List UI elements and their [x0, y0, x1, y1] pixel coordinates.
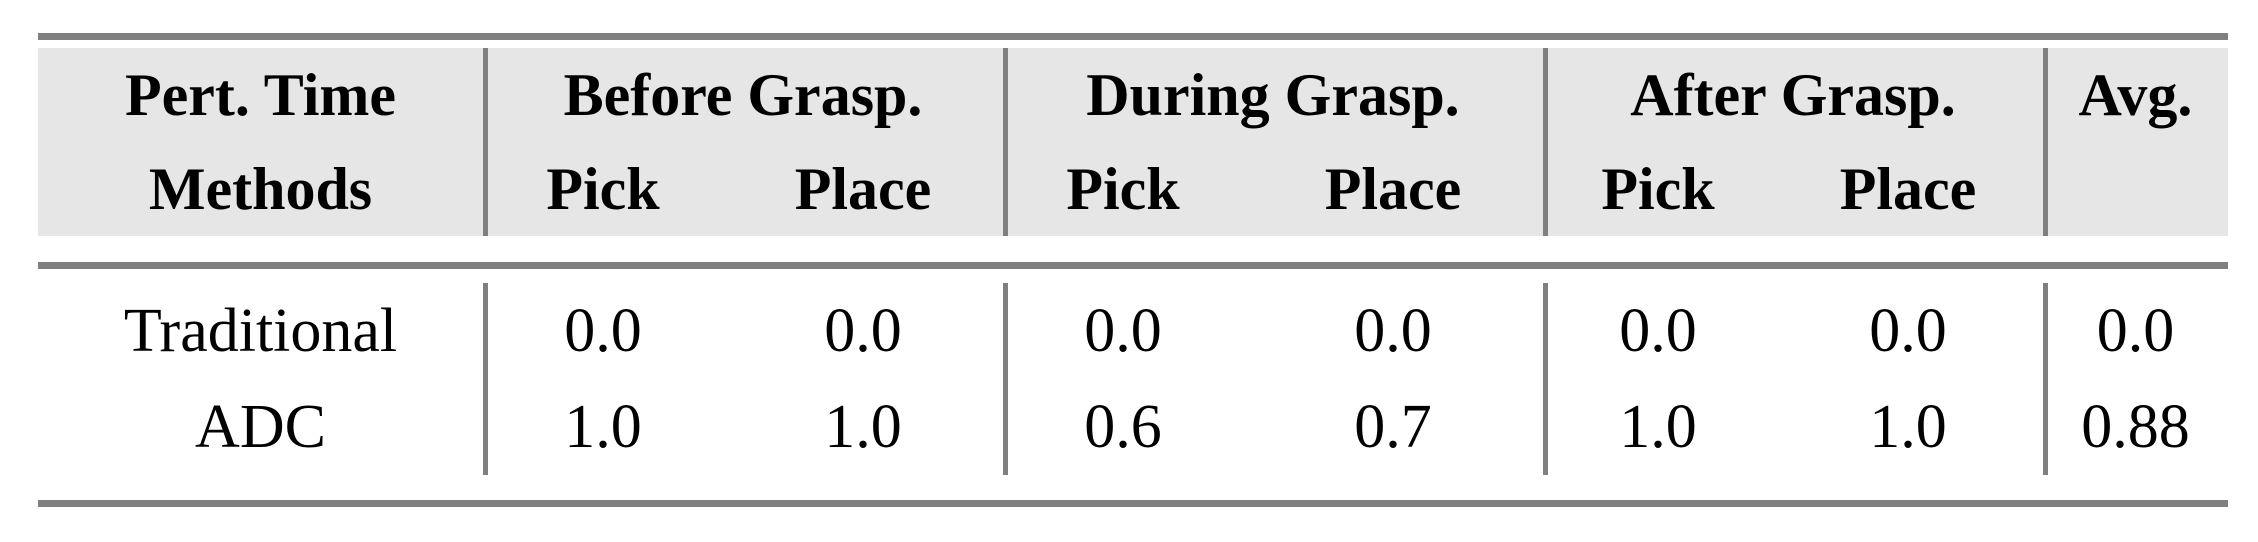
subheader-during-place: Place	[1324, 156, 1462, 222]
column-separator-1-body	[483, 283, 488, 475]
header-row-groups: Pert. Time Before Grasp. During Grasp. A…	[38, 48, 2228, 142]
group-header-before-grasp: Before Grasp.	[563, 62, 923, 128]
cell-traditional-before-place: 0.0	[824, 297, 902, 365]
column-separator-1-header	[483, 48, 488, 236]
header-row-subcolumns: Methods Pick Place Pick Place Pick Place	[38, 142, 2228, 236]
stub-header-line2: Methods	[148, 156, 373, 222]
column-separator-4-body	[2043, 283, 2048, 475]
cell-adc-before-pick: 1.0	[564, 393, 642, 461]
table-row: Traditional 0.0 0.0 0.0 0.0 0.0 0.0 0.0	[38, 283, 2228, 379]
cell-traditional-after-pick: 0.0	[1619, 297, 1697, 365]
row-label-adc: ADC	[195, 393, 326, 461]
cell-adc-after-pick: 1.0	[1619, 393, 1697, 461]
column-separator-3-header	[1543, 48, 1548, 236]
column-separator-3-body	[1543, 283, 1548, 475]
cell-traditional-during-place: 0.0	[1354, 297, 1432, 365]
cell-traditional-avg: 0.0	[2096, 297, 2175, 365]
cell-adc-after-place: 1.0	[1869, 393, 1947, 461]
column-separator-4-header	[2043, 48, 2048, 236]
group-header-after-grasp: After Grasp.	[1630, 62, 1956, 128]
table-header-rule	[38, 262, 2228, 269]
column-separator-2-body	[1003, 283, 1008, 475]
cell-traditional-during-pick: 0.0	[1084, 297, 1162, 365]
subheader-before-place: Place	[794, 156, 932, 222]
header-background	[38, 48, 2228, 236]
cell-traditional-before-pick: 0.0	[564, 297, 642, 365]
table-top-rule	[38, 33, 2228, 40]
subheader-after-pick: Pick	[1601, 156, 1715, 222]
subheader-before-pick: Pick	[546, 156, 660, 222]
column-separator-2-header	[1003, 48, 1008, 236]
subheader-during-pick: Pick	[1066, 156, 1180, 222]
cell-adc-avg: 0.88	[2081, 393, 2190, 461]
stub-header-line1: Pert. Time	[124, 62, 397, 128]
cell-adc-during-pick: 0.6	[1084, 393, 1162, 461]
table-bottom-rule	[38, 500, 2228, 507]
table-row: ADC 1.0 1.0 0.6 0.7 1.0 1.0 0.88	[38, 379, 2228, 475]
row-label-traditional: Traditional	[123, 297, 398, 365]
cell-adc-during-place: 0.7	[1354, 393, 1432, 461]
cell-adc-before-place: 1.0	[824, 393, 902, 461]
subheader-after-place: Place	[1839, 156, 1977, 222]
group-header-during-grasp: During Grasp.	[1086, 62, 1460, 128]
cell-traditional-after-place: 0.0	[1869, 297, 1947, 365]
group-header-avg: Avg.	[2078, 62, 2193, 128]
